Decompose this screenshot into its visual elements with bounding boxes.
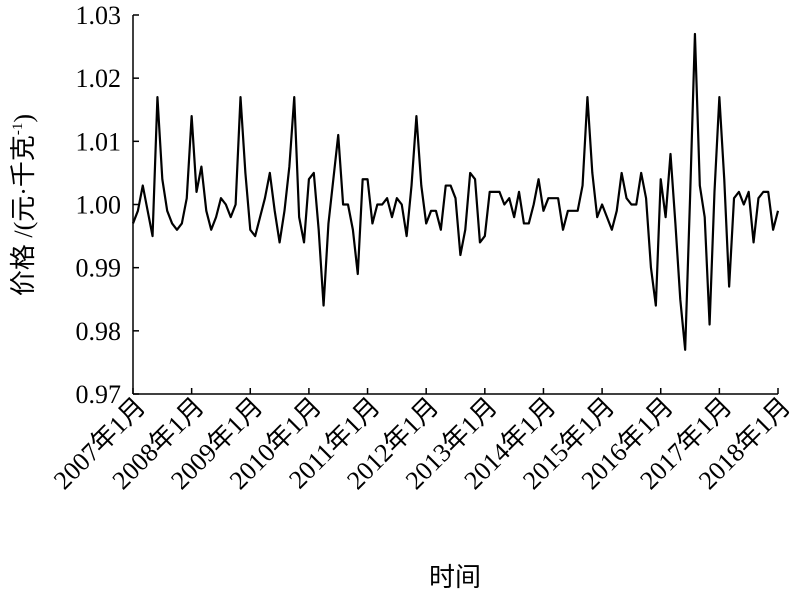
y-tick-label: 1.01 bbox=[76, 127, 122, 156]
y-axis-title-sup: -1 bbox=[10, 123, 26, 136]
y-tick-label: 0.98 bbox=[76, 317, 122, 346]
y-axis-title: 价格 /(元·千克-1) bbox=[9, 114, 38, 296]
y-tick-label: 1.03 bbox=[76, 1, 122, 30]
y-tick-label: 0.99 bbox=[76, 254, 122, 283]
x-axis-title: 时间 bbox=[429, 563, 481, 592]
y-axis-title-close: ) bbox=[9, 114, 38, 123]
y-axis-title-main: 价格 /(元·千克 bbox=[9, 135, 38, 296]
y-tick-label: 0.97 bbox=[76, 380, 122, 409]
y-tick-label: 1.02 bbox=[76, 64, 122, 93]
price-line bbox=[131, 32, 780, 351]
y-tick-label: 1.00 bbox=[76, 191, 122, 220]
